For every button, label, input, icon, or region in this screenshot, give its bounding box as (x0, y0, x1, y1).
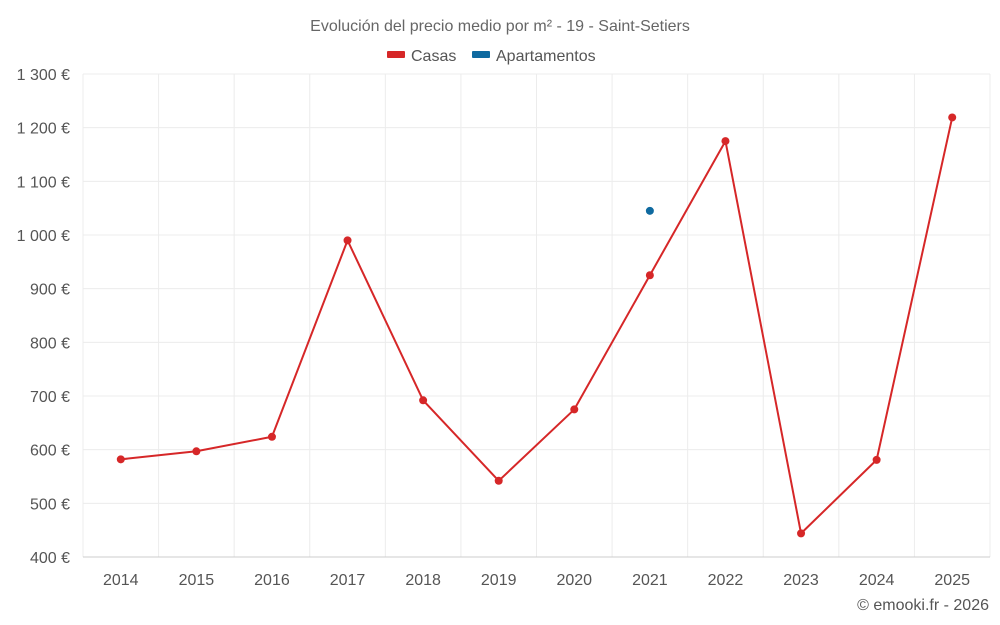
y-tick-label: 1 100 € (17, 174, 70, 191)
x-tick-label: 2015 (179, 572, 215, 589)
y-tick-label: 500 € (30, 496, 70, 513)
series-layer (116, 113, 957, 538)
legend: Casas Apartamentos (387, 48, 596, 65)
y-tick-label: 400 € (30, 550, 70, 567)
data-point-casas[interactable] (872, 455, 881, 464)
x-tick-label: 2022 (708, 572, 744, 589)
y-tick-label: 700 € (30, 389, 70, 406)
data-point-casas[interactable] (419, 396, 428, 405)
x-tick-label: 2016 (254, 572, 290, 589)
x-tick-label: 2014 (103, 572, 139, 589)
legend-item-apartamentos[interactable]: Apartamentos (472, 48, 596, 65)
y-tick-label: 600 € (30, 443, 70, 460)
x-axis-ticks: 2014 2015 2016 2017 2018 2019 2020 2021 2022 2023… (103, 572, 970, 589)
y-axis-ticks: 400 € 500 € 600 € 700 € 800 € 900 € 1 000 € 1 1… (17, 67, 70, 567)
series-line-casas (120, 117, 954, 535)
y-tick-label: 800 € (30, 335, 70, 352)
legend-swatch-casas (387, 51, 405, 58)
credit-text: © emooki.fr - 2026 (857, 597, 989, 614)
x-tick-label: 2017 (330, 572, 366, 589)
x-tick-label: 2019 (481, 572, 517, 589)
data-point-casas[interactable] (192, 447, 201, 456)
x-tick-label: 2025 (934, 572, 970, 589)
data-point-casas[interactable] (267, 432, 276, 441)
x-tick-label: 2020 (556, 572, 592, 589)
data-point-casas[interactable] (948, 113, 957, 122)
data-point-apartamentos[interactable] (645, 206, 654, 215)
data-point-casas[interactable] (797, 529, 806, 538)
legend-item-casas[interactable]: Casas (387, 48, 456, 65)
horizontal-gridlines (83, 73, 990, 504)
legend-swatch-apartamentos (472, 51, 490, 58)
data-point-casas[interactable] (343, 236, 352, 245)
y-tick-label: 1 300 € (17, 67, 70, 84)
data-point-casas[interactable] (721, 137, 730, 146)
x-tick-label: 2021 (632, 572, 668, 589)
chart-title: Evolución del precio medio por m² - 19 -… (310, 18, 690, 35)
data-point-casas[interactable] (570, 405, 579, 414)
data-point-casas[interactable] (494, 476, 503, 485)
data-point-casas[interactable] (645, 271, 654, 280)
y-tick-label: 1 000 € (17, 228, 70, 245)
data-point-casas[interactable] (116, 455, 125, 464)
legend-label-casas: Casas (411, 48, 456, 65)
x-tick-label: 2023 (783, 572, 819, 589)
legend-label-apartamentos: Apartamentos (496, 48, 596, 65)
y-tick-label: 1 200 € (17, 121, 70, 138)
x-tick-label: 2018 (405, 572, 441, 589)
vertical-gridlines (82, 74, 991, 557)
y-tick-label: 900 € (30, 282, 70, 299)
x-tick-label: 2024 (859, 572, 895, 589)
